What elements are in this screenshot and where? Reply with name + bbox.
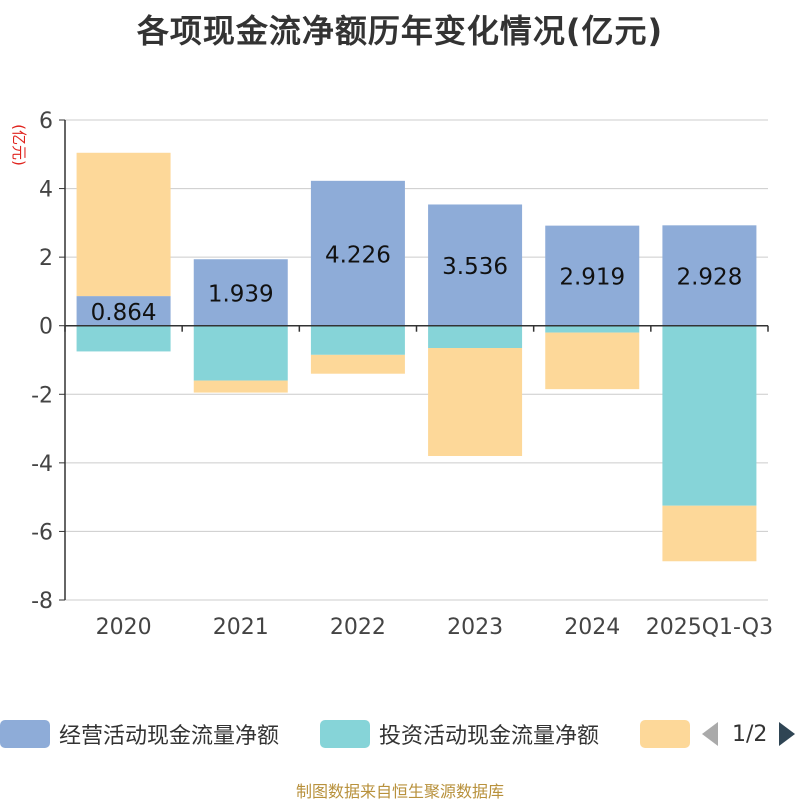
y-tick-label: -4	[31, 452, 53, 477]
bar-series3-2022	[310, 354, 405, 374]
y-tick-label: -6	[31, 520, 53, 545]
bar-series3-2025Q1-Q3	[662, 505, 757, 562]
data-label: 2.928	[676, 265, 742, 291]
prev-page-icon[interactable]	[700, 720, 720, 748]
legend-label-operating: 经营活动现金流量净额	[59, 724, 280, 749]
bar-series2-2021	[193, 325, 288, 381]
bar-series2-2024	[545, 325, 640, 333]
y-tick-label: -2	[31, 383, 53, 408]
data-label: 0.864	[91, 300, 157, 326]
bar-series1-2023	[428, 204, 523, 326]
x-tick-label: 2022	[330, 615, 386, 640]
x-tick-label: 2025Q1-Q3	[646, 615, 773, 640]
data-label: 2.919	[559, 265, 625, 291]
bar-series2-2020	[76, 325, 171, 352]
next-page-icon[interactable]	[777, 720, 797, 748]
y-tick-label: -8	[31, 589, 53, 614]
y-tick-label: 6	[39, 109, 53, 134]
legend-page-indicator: 1/2	[732, 721, 768, 747]
bar-series1-2025Q1-Q3	[662, 225, 757, 326]
data-source-note: 制图数据来自恒生聚源数据库	[295, 782, 504, 801]
legend-item-financing[interactable]	[640, 716, 699, 752]
bar-series3-2020	[76, 152, 171, 297]
chart-area: (亿元) 6 4 2 0 -2 -4 -6 -8 2020 2021 2022 2023 2024 202…	[10, 109, 773, 640]
legend-swatch-financing	[640, 720, 690, 748]
bar-series3-2024	[545, 332, 640, 390]
chart-title: 各项现金流净额历年变化情况(亿元)	[136, 12, 664, 50]
legend-swatch-operating	[0, 720, 50, 748]
bar-series1-2022	[310, 180, 405, 326]
legend-item-operating[interactable]: 经营活动现金流量净额	[0, 716, 279, 752]
y-tick-label: 4	[39, 178, 53, 203]
bar-series2-2023	[428, 325, 523, 348]
data-label: 1.939	[208, 281, 274, 307]
legend: 经营活动现金流量净额 投资活动现金流量净额 1/2	[0, 716, 800, 752]
data-label: 3.536	[442, 254, 508, 280]
y-tick-label: 0	[39, 315, 53, 340]
legend-swatch-investing	[320, 720, 370, 748]
y-axis-label: (亿元)	[10, 124, 28, 166]
legend-label-investing: 投资活动现金流量净额	[379, 724, 600, 749]
bar-series1-2021	[193, 259, 288, 326]
legend-pager: 1/2	[700, 716, 797, 752]
x-tick-label: 2021	[213, 615, 269, 640]
bar-series3-2023	[428, 348, 523, 456]
x-tick-label: 2020	[96, 615, 152, 640]
bar-series3-2021	[193, 380, 288, 393]
legend-item-investing[interactable]: 投资活动现金流量净额	[320, 716, 599, 752]
bar-series2-2025Q1-Q3	[662, 325, 757, 506]
bar-series2-2022	[310, 325, 405, 355]
x-tick-label: 2024	[564, 615, 620, 640]
bar-series1-2020	[76, 296, 171, 326]
data-label: 4.226	[325, 242, 391, 268]
y-tick-label: 2	[39, 246, 53, 271]
bar-series1-2024	[545, 225, 640, 326]
x-tick-label: 2023	[447, 615, 503, 640]
